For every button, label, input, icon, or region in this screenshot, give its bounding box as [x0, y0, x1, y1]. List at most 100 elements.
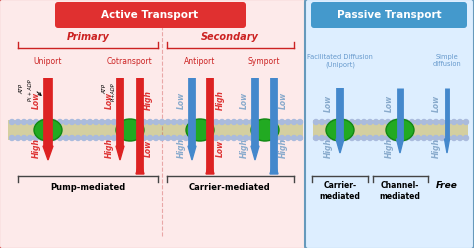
Ellipse shape	[251, 119, 279, 141]
Circle shape	[362, 135, 366, 141]
Circle shape	[434, 120, 438, 124]
Circle shape	[434, 135, 438, 141]
Circle shape	[111, 135, 117, 141]
Circle shape	[337, 120, 343, 124]
Text: High: High	[31, 138, 40, 158]
Text: Antiport: Antiport	[184, 57, 216, 65]
Circle shape	[392, 120, 396, 124]
Circle shape	[118, 135, 122, 141]
Polygon shape	[445, 139, 449, 153]
Circle shape	[75, 135, 81, 141]
Polygon shape	[136, 160, 144, 174]
Circle shape	[457, 120, 463, 124]
Text: Low: Low	[384, 94, 393, 112]
Text: Facilitated Diffusion
(Uniport): Facilitated Diffusion (Uniport)	[307, 54, 373, 68]
Circle shape	[34, 135, 38, 141]
Circle shape	[183, 135, 189, 141]
Circle shape	[237, 135, 243, 141]
Circle shape	[16, 135, 20, 141]
Polygon shape	[116, 146, 124, 160]
Circle shape	[118, 120, 122, 124]
Circle shape	[237, 120, 243, 124]
Circle shape	[226, 135, 230, 141]
Circle shape	[9, 135, 15, 141]
Circle shape	[39, 120, 45, 124]
Circle shape	[183, 120, 189, 124]
Text: ATP: ATP	[102, 84, 108, 94]
Circle shape	[93, 120, 99, 124]
Circle shape	[326, 120, 330, 124]
Circle shape	[428, 135, 432, 141]
Circle shape	[111, 120, 117, 124]
Circle shape	[439, 135, 445, 141]
Circle shape	[262, 135, 266, 141]
Text: Free: Free	[436, 182, 458, 190]
Text: Cotransport: Cotransport	[107, 57, 153, 65]
Circle shape	[39, 135, 45, 141]
Text: High: High	[104, 138, 113, 158]
Circle shape	[159, 135, 164, 141]
Circle shape	[446, 135, 450, 141]
Circle shape	[201, 135, 207, 141]
Circle shape	[398, 135, 402, 141]
Circle shape	[292, 120, 297, 124]
Circle shape	[70, 120, 74, 124]
Circle shape	[208, 135, 212, 141]
Text: High: High	[216, 90, 225, 110]
Text: Low: Low	[239, 92, 248, 109]
Text: Carrier-
mediated: Carrier- mediated	[319, 181, 360, 201]
Circle shape	[337, 135, 343, 141]
Circle shape	[195, 120, 201, 124]
Circle shape	[52, 135, 56, 141]
Circle shape	[46, 120, 51, 124]
Text: High: High	[144, 90, 153, 110]
Circle shape	[262, 120, 266, 124]
Circle shape	[280, 120, 284, 124]
Circle shape	[267, 135, 273, 141]
Circle shape	[129, 135, 135, 141]
Circle shape	[452, 120, 456, 124]
Circle shape	[190, 120, 194, 124]
Ellipse shape	[116, 119, 144, 141]
Text: Pump-mediated: Pump-mediated	[50, 183, 126, 191]
Text: Low: Low	[431, 94, 440, 112]
Circle shape	[27, 135, 33, 141]
Circle shape	[177, 135, 182, 141]
Circle shape	[362, 120, 366, 124]
Circle shape	[159, 120, 164, 124]
Circle shape	[172, 135, 176, 141]
Circle shape	[88, 135, 92, 141]
Circle shape	[298, 135, 302, 141]
Circle shape	[21, 135, 27, 141]
Text: Pi + ADP: Pi + ADP	[28, 79, 34, 101]
Circle shape	[231, 120, 237, 124]
Text: High: High	[176, 138, 185, 158]
Circle shape	[385, 135, 391, 141]
Circle shape	[273, 120, 279, 124]
Ellipse shape	[326, 119, 354, 141]
Circle shape	[27, 120, 33, 124]
Text: Pi+ADP: Pi+ADP	[110, 82, 116, 101]
Text: Low: Low	[279, 92, 288, 109]
Circle shape	[367, 135, 373, 141]
Polygon shape	[336, 139, 344, 153]
Text: Low: Low	[31, 92, 40, 109]
Circle shape	[255, 120, 261, 124]
Circle shape	[374, 120, 379, 124]
FancyBboxPatch shape	[55, 2, 246, 28]
Circle shape	[57, 120, 63, 124]
Circle shape	[136, 120, 140, 124]
Text: High: High	[239, 138, 248, 158]
Circle shape	[380, 120, 384, 124]
Circle shape	[464, 120, 468, 124]
Circle shape	[403, 120, 409, 124]
Polygon shape	[270, 160, 278, 174]
Text: Low: Low	[176, 92, 185, 109]
FancyBboxPatch shape	[0, 0, 307, 248]
Text: Low: Low	[144, 139, 153, 156]
Circle shape	[177, 120, 182, 124]
Polygon shape	[396, 139, 403, 153]
Circle shape	[398, 120, 402, 124]
Polygon shape	[188, 146, 196, 160]
Circle shape	[298, 120, 302, 124]
